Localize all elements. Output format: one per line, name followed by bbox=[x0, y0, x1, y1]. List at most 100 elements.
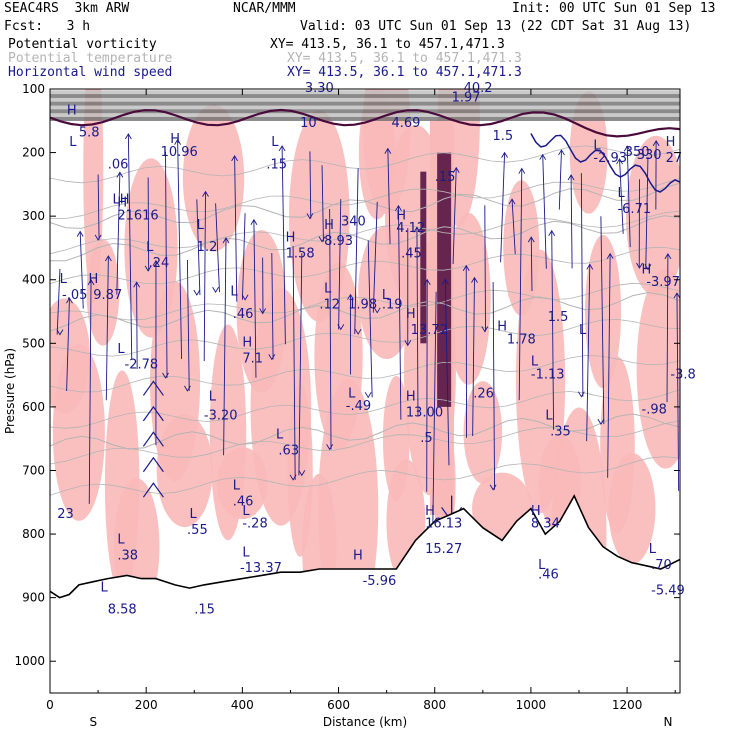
forecast-hour: Fcst: 3 h bbox=[4, 19, 91, 34]
wind-arrow bbox=[558, 150, 562, 210]
wind-arrowhead bbox=[326, 444, 334, 451]
field-annotation: 1.98 bbox=[348, 297, 377, 312]
theta-contour bbox=[50, 210, 680, 255]
wind-arrowhead bbox=[404, 340, 412, 347]
terrain-fill bbox=[50, 495, 680, 693]
model-title: SEAC4RS 3km ARW bbox=[4, 1, 130, 16]
wind-arrowhead bbox=[278, 145, 286, 152]
field-annotation: -3.8 bbox=[670, 367, 695, 382]
wind-arrow bbox=[570, 174, 573, 269]
wind-arrow bbox=[116, 172, 121, 295]
field-annotation: L bbox=[230, 285, 238, 300]
wind-arrowhead bbox=[664, 252, 672, 260]
wind-arrow bbox=[66, 298, 70, 392]
x-tick-label: 400 bbox=[231, 698, 254, 712]
y-tick-label: 600 bbox=[22, 400, 45, 414]
field-annotation: H bbox=[286, 231, 296, 246]
wind-arrow bbox=[676, 293, 680, 491]
field-annotation: -13.37 bbox=[240, 561, 282, 576]
wind-arrowhead bbox=[212, 286, 219, 294]
x-tick-label: 200 bbox=[135, 698, 158, 712]
field-annotation: .46 bbox=[233, 307, 254, 322]
pv-fill-region bbox=[636, 268, 680, 469]
wind-arrowhead bbox=[116, 171, 124, 178]
field-annotation: 330 bbox=[637, 148, 662, 163]
wind-arrow bbox=[367, 240, 373, 398]
field-annotation: .35 bbox=[550, 425, 571, 440]
y-tick-label: 100 bbox=[22, 82, 45, 96]
wind-arrow bbox=[586, 264, 591, 442]
theta-contour bbox=[50, 389, 680, 429]
field-pv-name: Potential vorticity bbox=[8, 37, 157, 52]
field-wind-name: Horizontal wind speed bbox=[8, 65, 173, 80]
field-annotation: H bbox=[497, 320, 507, 335]
wind-arrowhead bbox=[586, 263, 594, 270]
wind-arrowhead bbox=[673, 292, 680, 299]
wind-arrowhead bbox=[481, 326, 489, 333]
field-annotation: .26 bbox=[473, 386, 494, 401]
field-annotation: L bbox=[649, 542, 657, 557]
field-annotation: 10 bbox=[300, 116, 317, 131]
pv-fill-region bbox=[569, 91, 608, 214]
field-annotation: L bbox=[271, 135, 279, 150]
x-tick-label: 800 bbox=[423, 698, 446, 712]
theta-contour bbox=[50, 282, 680, 321]
wind-arrowhead bbox=[652, 139, 660, 147]
axes-frame bbox=[49, 88, 681, 694]
field-annotation: 9.87 bbox=[93, 288, 122, 303]
field-wind-xy: XY= 413.5, 36.1 to 457.1,471.3 bbox=[287, 65, 522, 80]
wind-arrowhead bbox=[462, 264, 470, 272]
organization-label: NCAR/MMM bbox=[233, 1, 296, 16]
wind-arrow bbox=[492, 282, 496, 490]
theta-contour bbox=[50, 291, 680, 332]
wind-arrow bbox=[186, 259, 190, 391]
wind-arrow bbox=[271, 253, 274, 360]
x-tick-label: 0 bbox=[46, 698, 54, 712]
field-annotation: L bbox=[100, 580, 108, 595]
pv-core bbox=[437, 152, 452, 407]
wind-arrowhead bbox=[597, 418, 605, 426]
field-annotation: -.28 bbox=[242, 517, 267, 532]
field-annotation: H bbox=[170, 132, 180, 147]
wind-arrow bbox=[542, 154, 547, 269]
wind-arrow bbox=[241, 213, 246, 300]
field-annotation: 1.5 bbox=[492, 129, 513, 144]
wind-arrow bbox=[321, 165, 324, 242]
wind-arrowhead bbox=[259, 308, 267, 315]
wind-arrow bbox=[387, 148, 391, 245]
wind-arrow bbox=[88, 279, 92, 504]
wind-arrowhead bbox=[289, 474, 297, 481]
wind-arrowhead bbox=[76, 230, 84, 237]
wind-arrow bbox=[127, 133, 133, 360]
field-annotation: -3.20 bbox=[204, 409, 238, 424]
wind-arrowhead bbox=[56, 329, 64, 336]
field-annotation: L bbox=[189, 507, 197, 522]
wind-arrowhead bbox=[94, 234, 102, 241]
wind-arrowhead bbox=[548, 229, 556, 236]
field-annotation: L bbox=[117, 533, 125, 548]
wind-arrow bbox=[309, 151, 312, 219]
wind-arrowhead bbox=[413, 226, 421, 233]
wind-jet-arrowhead bbox=[142, 431, 164, 447]
field-annotation: .15 bbox=[266, 157, 287, 172]
wind-arrowhead bbox=[489, 484, 497, 491]
theta-contour bbox=[50, 246, 680, 285]
field-theta-xy: XY= 413.5, 36.1 to 457.1,471.3 bbox=[287, 51, 522, 66]
wind-arrowhead bbox=[231, 155, 238, 162]
wind-arrow bbox=[645, 156, 649, 270]
wind-arrow bbox=[452, 167, 457, 265]
field-annotation: 16.13 bbox=[425, 517, 462, 532]
field-annotation: L bbox=[617, 186, 625, 201]
y-tick-label: 900 bbox=[22, 591, 45, 605]
y-tick-label: 700 bbox=[22, 463, 45, 477]
pv-contour bbox=[50, 108, 680, 138]
x-tick-label: 1200 bbox=[612, 698, 643, 712]
wind-arrowhead bbox=[202, 190, 209, 197]
wind-arrowhead bbox=[441, 278, 449, 285]
wind-arrow bbox=[196, 199, 201, 295]
pv-fill-region bbox=[50, 298, 91, 414]
field-pv-xy: XY= 413.5, 36.1 to 457.1,471.3 bbox=[270, 37, 505, 52]
wind-arrowhead bbox=[636, 262, 643, 269]
theta-contour bbox=[50, 318, 680, 357]
